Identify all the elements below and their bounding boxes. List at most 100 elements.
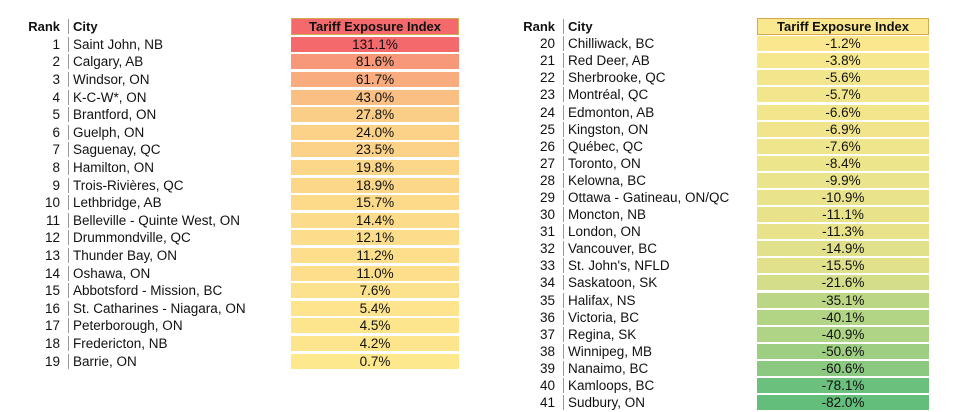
table-row: 4 K-C-W*, ON 43.0% xyxy=(18,88,459,106)
rank-cell: 12 xyxy=(44,230,60,246)
rank-cell: 4 xyxy=(52,89,60,105)
table-row: 41 Sudbury, ON -82.0% xyxy=(505,394,929,411)
rank-cell: 13 xyxy=(44,248,60,264)
city-cell: Kamloops, BC xyxy=(563,378,757,394)
table-row: 24 Edmonton, AB -6.6% xyxy=(505,103,929,120)
city-cell: Victoria, BC xyxy=(563,309,757,325)
table-row: 19 Barrie, ON 0.7% xyxy=(18,352,459,370)
index-value-cell: -35.1% xyxy=(757,292,929,308)
tariff-table-left: Rank City Tariff Exposure Index 1 Saint J… xyxy=(18,18,459,370)
table-row: 10 Lethbridge, AB 15.7% xyxy=(18,194,459,212)
table-row: 16 St. Catharines - Niagara, ON 5.4% xyxy=(18,300,459,318)
table-row: 35 Halifax, NS -35.1% xyxy=(505,292,929,309)
rank-cell: 21 xyxy=(539,53,555,69)
index-value-cell: 14.4% xyxy=(291,212,459,228)
table-row: 20 Chilliwack, BC -1.2% xyxy=(505,35,929,52)
city-cell: Kelowna, BC xyxy=(563,172,757,188)
rank-cell: 20 xyxy=(539,36,555,52)
rank-cell: 37 xyxy=(539,326,555,342)
rank-cell: 19 xyxy=(44,353,60,369)
city-cell: Oshawa, ON xyxy=(68,265,291,281)
city-cell: Red Deer, AB xyxy=(563,53,757,69)
index-header: Tariff Exposure Index xyxy=(757,18,929,36)
rank-cell: 3 xyxy=(52,72,60,88)
index-value-cell: -8.4% xyxy=(757,155,929,171)
table-row: 28 Kelowna, BC -9.9% xyxy=(505,172,929,189)
city-cell: Kingston, ON xyxy=(563,121,757,137)
table-row: 40 Kamloops, BC -78.1% xyxy=(505,377,929,394)
rank-cell: 26 xyxy=(539,138,555,154)
rank-cell: 7 xyxy=(52,142,60,158)
rank-cell: 5 xyxy=(52,107,60,123)
table-row: 34 Saskatoon, SK -21.6% xyxy=(505,274,929,291)
index-header: Tariff Exposure Index xyxy=(291,18,459,36)
table-row: 29 Ottawa - Gatineau, ON/QC -10.9% xyxy=(505,189,929,206)
table-row: 13 Thunder Bay, ON 11.2% xyxy=(18,247,459,265)
index-value-cell: 24.0% xyxy=(291,124,459,140)
table-row: 2 Calgary, AB 81.6% xyxy=(18,53,459,71)
rank-header: Rank xyxy=(523,19,555,35)
city-cell: Brantford, ON xyxy=(68,107,291,123)
city-cell: St. John's, NFLD xyxy=(563,258,757,274)
city-cell: St. Catharines - Niagara, ON xyxy=(68,300,291,316)
city-header: City xyxy=(68,19,291,35)
table-row: 32 Vancouver, BC -14.9% xyxy=(505,240,929,257)
table-row: 31 London, ON -11.3% xyxy=(505,223,929,240)
city-cell: Toronto, ON xyxy=(563,155,757,171)
city-cell: Peterborough, ON xyxy=(68,318,291,334)
index-value-cell: -40.9% xyxy=(757,326,929,342)
index-value-cell: -40.1% xyxy=(757,309,929,325)
index-value-cell: 61.7% xyxy=(291,72,459,88)
table-row: 38 Winnipeg, MB -50.6% xyxy=(505,343,929,360)
city-cell: Sherbrooke, QC xyxy=(563,70,757,86)
index-value-cell: 27.8% xyxy=(291,107,459,123)
table-row: 39 Nanaimo, BC -60.6% xyxy=(505,360,929,377)
rank-cell: 34 xyxy=(539,275,555,291)
table-row: 14 Oshawa, ON 11.0% xyxy=(18,264,459,282)
city-cell: Saskatoon, SK xyxy=(563,275,757,291)
rank-header: Rank xyxy=(28,19,60,35)
table-row: 7 Saguenay, QC 23.5% xyxy=(18,141,459,159)
table-row: 1 Saint John, NB 131.1% xyxy=(18,36,459,54)
rank-cell: 29 xyxy=(539,189,555,205)
table-row: 6 Guelph, ON 24.0% xyxy=(18,124,459,142)
city-cell: Abbotsford - Mission, BC xyxy=(68,283,291,299)
index-value-cell: -10.9% xyxy=(757,189,929,205)
city-cell: Barrie, ON xyxy=(68,353,291,369)
city-cell: Fredericton, NB xyxy=(68,335,291,351)
table-row: 5 Brantford, ON 27.8% xyxy=(18,106,459,124)
table-header: Rank City Tariff Exposure Index xyxy=(505,18,929,36)
index-value-cell: 11.0% xyxy=(291,265,459,281)
rank-cell: 30 xyxy=(539,207,555,223)
rank-cell: 22 xyxy=(539,70,555,86)
rank-cell: 40 xyxy=(539,378,555,394)
rank-cell: 32 xyxy=(539,241,555,257)
city-cell: Sudbury, ON xyxy=(563,395,757,411)
city-cell: Winnipeg, MB xyxy=(563,343,757,359)
index-value-cell: -9.9% xyxy=(757,172,929,188)
rank-cell: 10 xyxy=(44,195,60,211)
rank-cell: 16 xyxy=(44,300,60,316)
city-cell: Saint John, NB xyxy=(68,36,291,52)
index-value-cell: -82.0% xyxy=(757,395,929,411)
rank-cell: 33 xyxy=(539,258,555,274)
city-cell: Trois-Rivières, QC xyxy=(68,177,291,193)
index-value-cell: -7.6% xyxy=(757,138,929,154)
index-value-cell: 19.8% xyxy=(291,160,459,176)
index-value-cell: -11.1% xyxy=(757,207,929,223)
rank-cell: 6 xyxy=(52,124,60,140)
table-row: 22 Sherbrooke, QC -5.6% xyxy=(505,69,929,86)
city-cell: Saguenay, QC xyxy=(68,142,291,158)
table-row: 8 Hamilton, ON 19.8% xyxy=(18,159,459,177)
table-body: 20 Chilliwack, BC -1.2% 21 Red Deer, AB -3.8%… xyxy=(505,35,929,411)
table-row: 37 Regina, SK -40.9% xyxy=(505,326,929,343)
rank-cell: 39 xyxy=(539,360,555,376)
city-cell: Chilliwack, BC xyxy=(563,36,757,52)
city-cell: London, ON xyxy=(563,224,757,240)
city-header: City xyxy=(563,19,757,35)
index-value-cell: -3.8% xyxy=(757,53,929,69)
table-row: 11 Belleville - Quinte West, ON 14.4% xyxy=(18,212,459,230)
city-cell: Windsor, ON xyxy=(68,72,291,88)
city-cell: Halifax, NS xyxy=(563,292,757,308)
index-value-cell: 12.1% xyxy=(291,230,459,246)
